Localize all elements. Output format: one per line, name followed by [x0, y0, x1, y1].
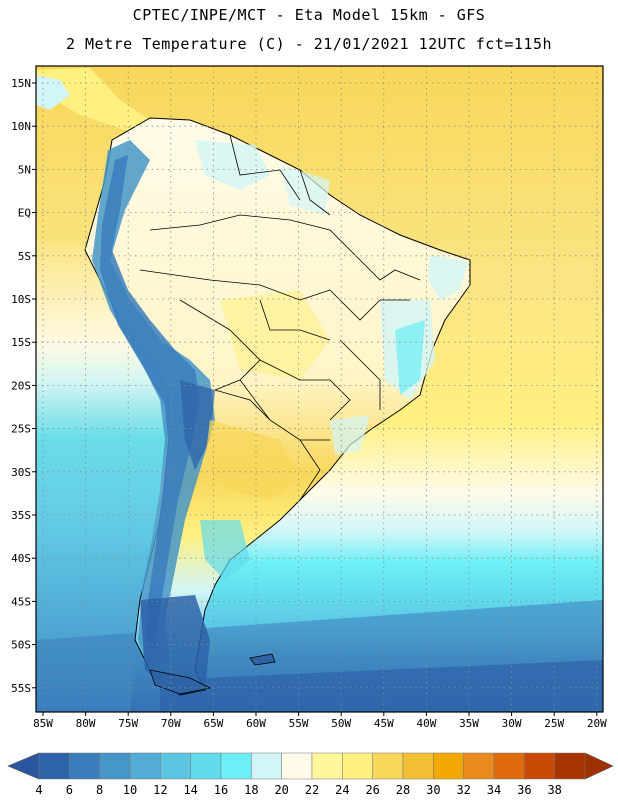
- colorbar-swatch: [38, 752, 70, 780]
- colorbar-swatch: [160, 752, 191, 780]
- colorbar-swatch: [493, 752, 525, 780]
- colorbar-label: 24: [335, 783, 349, 797]
- colorbar-label: 20: [274, 783, 288, 797]
- colorbar-swatch: [69, 752, 100, 780]
- lon-tick-label: 30W: [502, 717, 522, 730]
- lat-tick-label: EQ: [18, 207, 31, 220]
- colorbar-swatch: [190, 752, 222, 780]
- colorbar-label: 34: [487, 783, 501, 797]
- map-frame: [35, 65, 604, 713]
- map-title: CPTEC/INPE/MCT - Eta Model 15km - GFS: [132, 6, 486, 24]
- lat-tick-label: 15N: [11, 77, 31, 90]
- lat-tick-label: 35S: [11, 509, 31, 522]
- latitude-axis: 15N 10N 5N EQ 5S 10S 15S 20S 25S 30S 35S 40S 45S 50S 5…: [11, 77, 36, 695]
- colorbar: 4 6 8 10 12 14 16 18 20 22 24 26 28 30 32 34 36 38: [7, 752, 614, 797]
- lat-tick-label: 45S: [11, 595, 31, 608]
- lon-tick-label: 65W: [203, 717, 223, 730]
- lat-tick-label: 55S: [11, 682, 31, 695]
- colorbar-swatch: [554, 752, 586, 780]
- coordinate-grid: [36, 66, 603, 712]
- colorbar-swatch: [524, 752, 555, 780]
- colorbar-label: 10: [123, 783, 137, 797]
- lat-tick-label: 10S: [11, 293, 31, 306]
- lon-tick-label: 70W: [161, 717, 181, 730]
- colorbar-label: 14: [183, 783, 197, 797]
- pacific-ocean: [36, 240, 170, 712]
- central-america: [36, 68, 170, 135]
- colorbar-label: 32: [456, 783, 470, 797]
- colorbar-label: 22: [305, 783, 319, 797]
- longitude-axis: 85W 80W 75W 70W 65W 60W 55W 50W 45W 40W 35W 30W 25W 2…: [33, 712, 607, 730]
- colorbar-label: 26: [365, 783, 379, 797]
- colorbar-label: 16: [214, 783, 228, 797]
- lat-tick-label: 5S: [18, 250, 31, 263]
- lat-tick-label: 20S: [11, 379, 31, 392]
- lon-tick-label: 60W: [246, 717, 266, 730]
- lon-tick-label: 80W: [76, 717, 96, 730]
- colorbar-label: 12: [153, 783, 167, 797]
- lon-tick-label: 20W: [587, 717, 607, 730]
- lon-tick-label: 40W: [416, 717, 436, 730]
- lat-tick-label: 5N: [18, 163, 31, 176]
- colorbar-label: 18: [244, 783, 258, 797]
- colorbar-swatch: [220, 752, 252, 780]
- colorbar-swatch: [311, 752, 343, 780]
- colorbar-swatch: [129, 752, 161, 780]
- lon-tick-label: 55W: [289, 717, 309, 730]
- colorbar-label: 30: [426, 783, 440, 797]
- colorbar-label: 8: [96, 783, 103, 797]
- lat-tick-label: 40S: [11, 552, 31, 565]
- lon-tick-label: 50W: [331, 717, 351, 730]
- falkland-islands: [249, 653, 276, 666]
- colorbar-low-arrow: [7, 752, 40, 780]
- colorbar-swatch: [99, 752, 131, 780]
- colorbar-swatch: [281, 752, 313, 780]
- colorbar-swatch: [463, 752, 495, 780]
- colorbar-label: 38: [547, 783, 561, 797]
- colorbar-label: 4: [35, 783, 42, 797]
- lon-tick-label: 35W: [459, 717, 479, 730]
- colorbar-swatch: [433, 752, 464, 780]
- lat-tick-label: 25S: [11, 423, 31, 436]
- colorbar-swatch: [251, 752, 282, 780]
- lon-tick-label: 75W: [118, 717, 138, 730]
- lon-tick-label: 45W: [374, 717, 394, 730]
- colorbar-label: 6: [66, 783, 73, 797]
- colorbar-swatch: [342, 752, 373, 780]
- lat-tick-label: 30S: [11, 466, 31, 479]
- colorbar-label: 36: [517, 783, 531, 797]
- colorbar-high-arrow: [584, 752, 614, 780]
- lat-tick-label: 15S: [11, 336, 31, 349]
- map-subtitle: 2 Metre Temperature (C) - 21/01/2021 12U…: [65, 35, 553, 53]
- colorbar-swatch: [402, 752, 434, 780]
- lon-tick-label: 85W: [33, 717, 53, 730]
- colorbar-swatch: [372, 752, 404, 780]
- lon-tick-label: 25W: [544, 717, 564, 730]
- lat-tick-label: 50S: [11, 639, 31, 652]
- lat-tick-label: 10N: [11, 120, 31, 133]
- tierra-del-fuego: [149, 669, 212, 695]
- colorbar-label: 28: [396, 783, 410, 797]
